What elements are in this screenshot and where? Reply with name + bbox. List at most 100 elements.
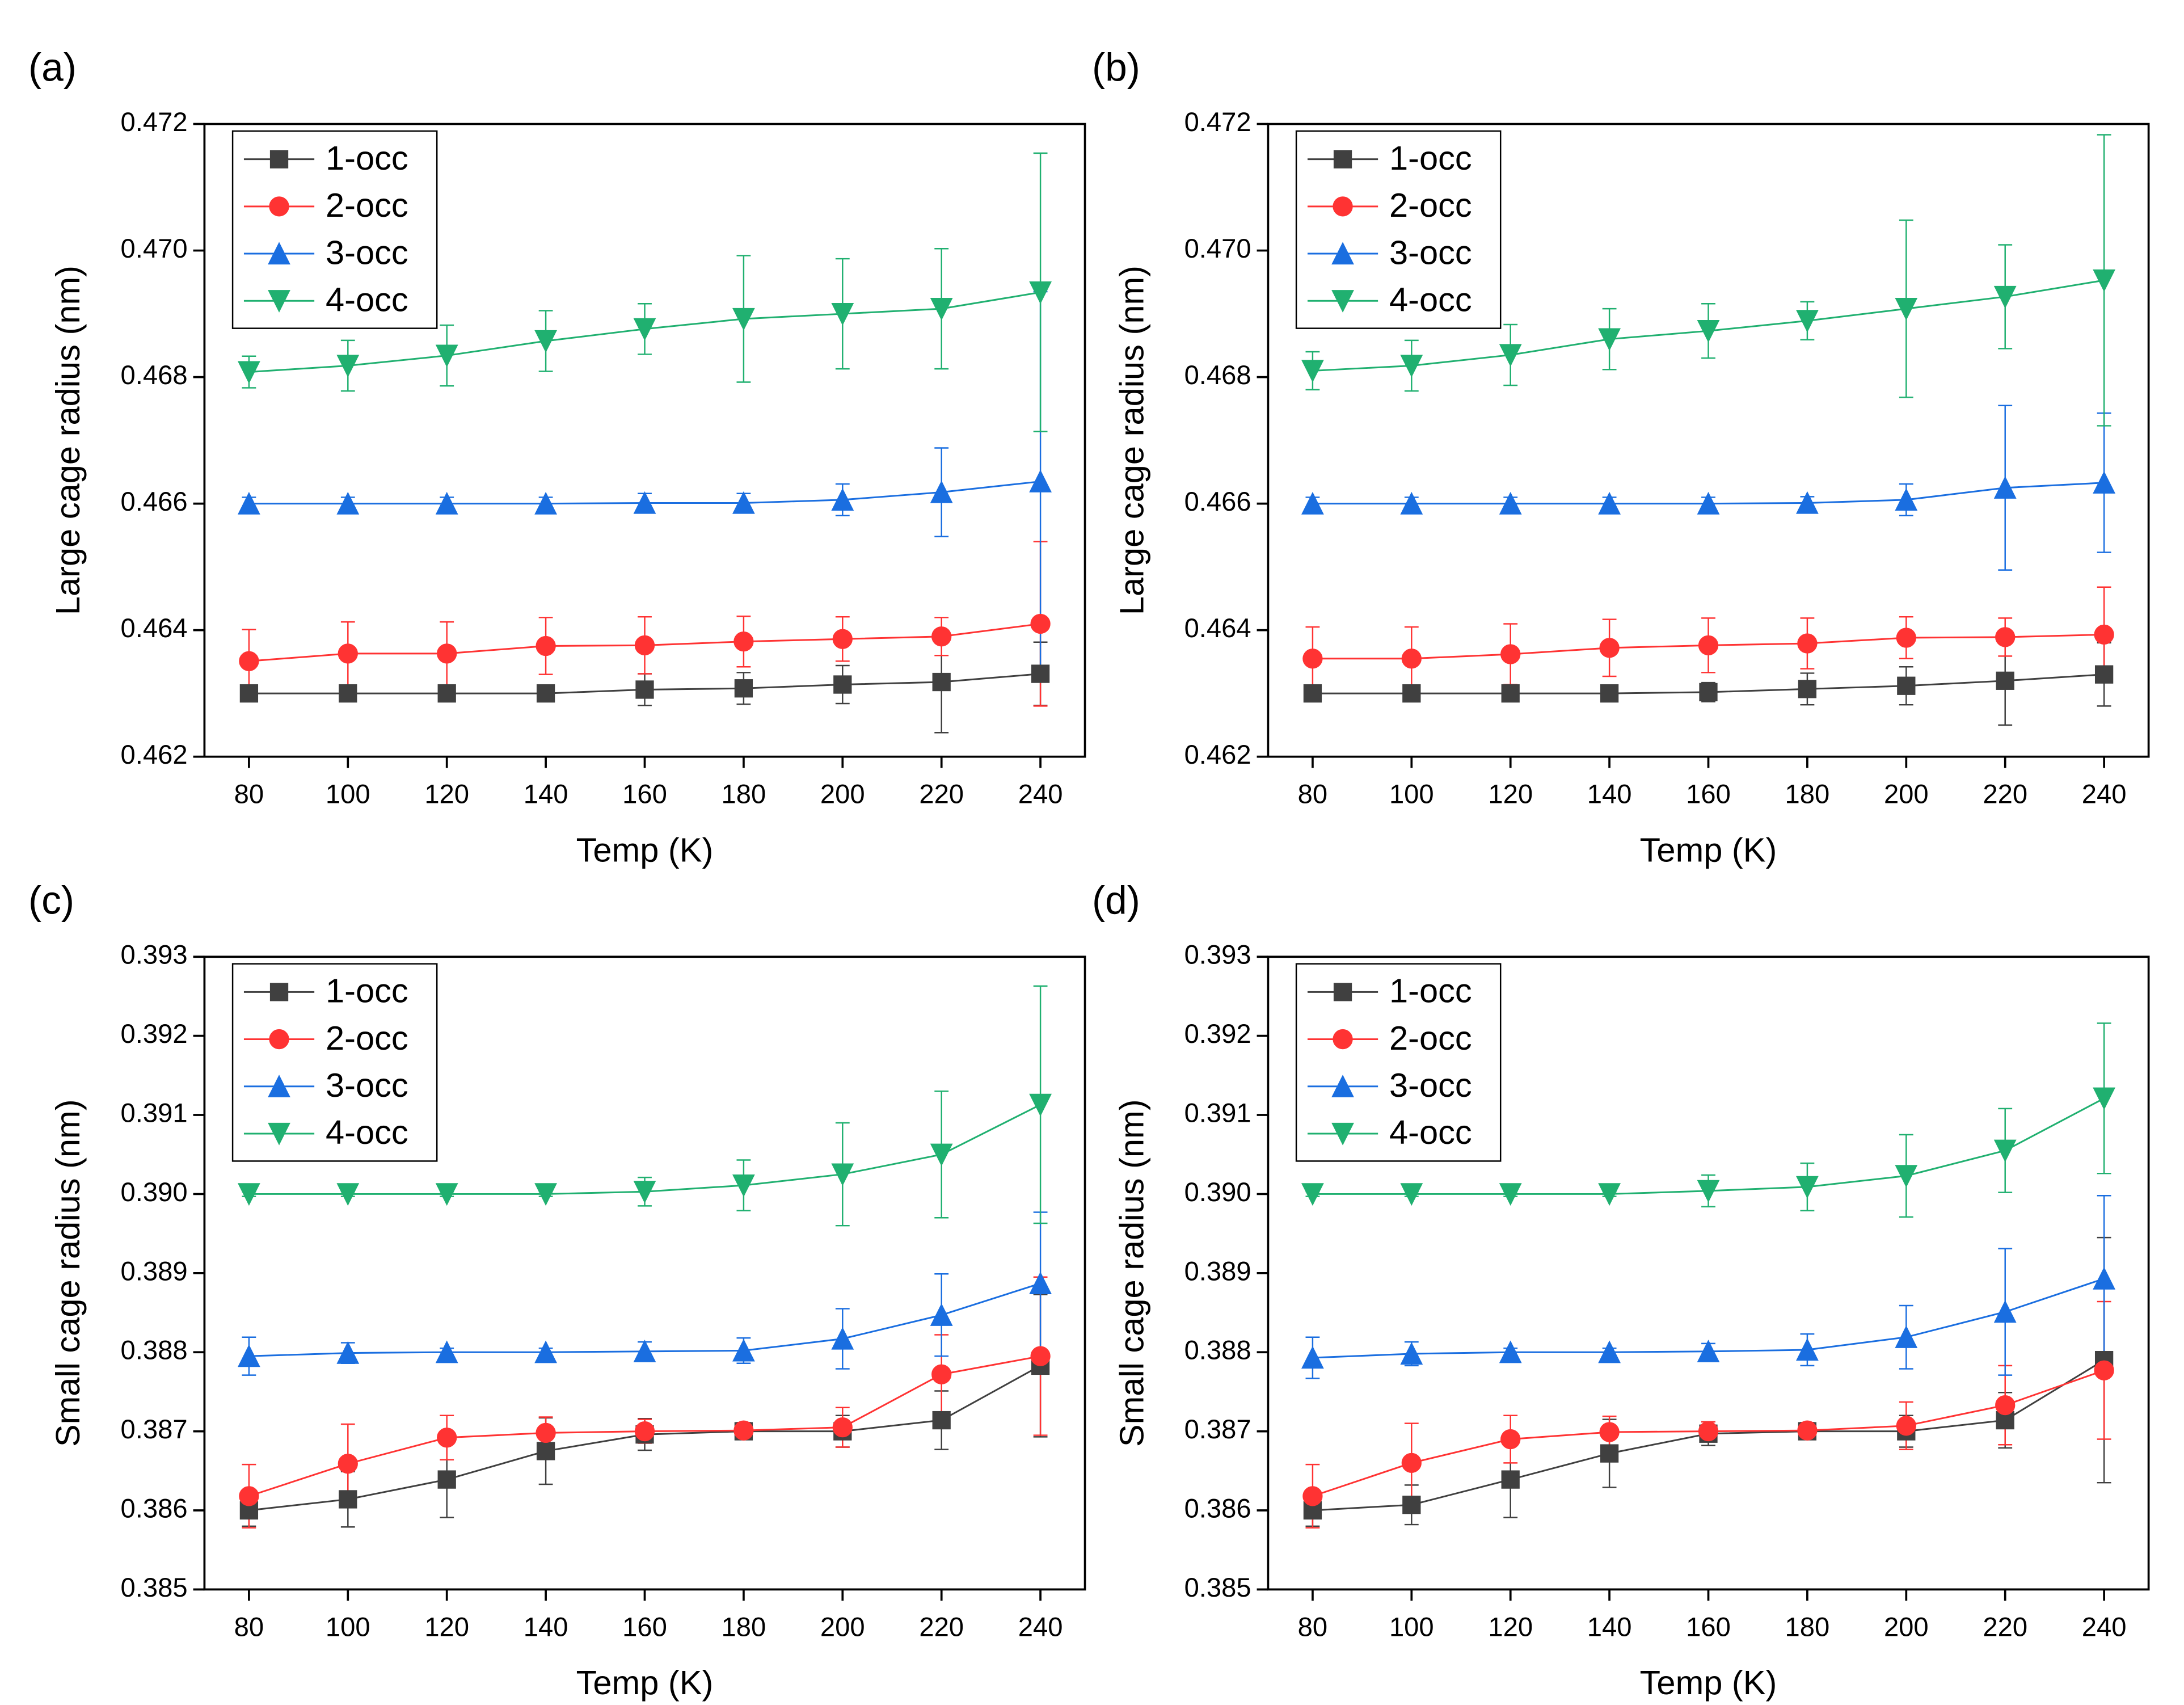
- data-point: [1400, 491, 1423, 515]
- data-point: [931, 626, 952, 647]
- y-tick-label: 0.385: [1184, 1572, 1251, 1602]
- data-point: [1400, 355, 1423, 378]
- x-tick-label: 140: [1587, 1611, 1632, 1641]
- data-point: [1895, 298, 1918, 321]
- legend-label: 1-occ: [326, 139, 408, 177]
- plot-frame: [203, 955, 1086, 1591]
- data-point: [2094, 665, 2114, 684]
- y-tick-label: 0.468: [1184, 360, 1251, 390]
- x-tick-label: 240: [2082, 779, 2127, 809]
- data-point: [1031, 664, 1050, 683]
- legend-marker: [1331, 290, 1354, 313]
- data-point: [1501, 1470, 1520, 1489]
- legend-label: 1-occ: [1389, 972, 1472, 1010]
- x-tick-label: 120: [1488, 1611, 1533, 1641]
- data-point: [1499, 1183, 1522, 1206]
- data-point: [1993, 285, 2017, 309]
- data-point: [238, 361, 260, 384]
- legend-label: 3-occ: [326, 233, 408, 271]
- data-point: [931, 1364, 952, 1384]
- data-point: [339, 1490, 357, 1509]
- data-point: [634, 635, 655, 656]
- y-tick-label: 0.386: [121, 1493, 188, 1523]
- data-point: [339, 684, 357, 703]
- data-point: [1301, 1183, 1324, 1206]
- data-point: [1400, 1342, 1423, 1365]
- data-point: [1796, 310, 1819, 332]
- x-tick-label: 240: [2082, 1611, 2127, 1641]
- x-tick-label: 100: [1389, 1611, 1434, 1641]
- data-point: [1598, 1183, 1621, 1206]
- plot-frame: [1267, 123, 2150, 758]
- panel-label: (a): [28, 45, 77, 90]
- x-tick-label: 100: [326, 779, 370, 809]
- data-point: [238, 491, 260, 515]
- legend-marker: [1331, 242, 1354, 265]
- data-point: [734, 679, 753, 698]
- data-point: [1402, 684, 1421, 703]
- data-point: [1598, 1340, 1621, 1363]
- data-point: [2093, 1087, 2116, 1110]
- data-point: [1796, 1338, 1819, 1361]
- y-tick-label: 0.389: [1184, 1256, 1251, 1286]
- x-tick-label: 120: [1488, 779, 1533, 809]
- data-point: [732, 1174, 755, 1197]
- data-point: [634, 1421, 655, 1442]
- data-point: [1896, 1416, 1916, 1436]
- data-point: [1797, 1420, 1818, 1441]
- data-point: [633, 318, 656, 341]
- x-tick-label: 160: [622, 1611, 667, 1641]
- legend-label: 2-occ: [1389, 1019, 1472, 1057]
- legend-label: 2-occ: [326, 186, 408, 224]
- y-tick-label: 0.464: [1184, 613, 1251, 643]
- data-point: [1698, 635, 1719, 656]
- legend-marker: [1333, 196, 1353, 217]
- y-tick-label: 0.390: [121, 1177, 188, 1207]
- x-tick-label: 80: [234, 779, 264, 809]
- data-point: [833, 675, 852, 694]
- data-point: [336, 1183, 360, 1206]
- data-point: [435, 344, 458, 368]
- data-point: [336, 1341, 360, 1364]
- x-tick-label: 140: [524, 779, 568, 809]
- data-point: [435, 1340, 458, 1363]
- legend-marker: [269, 150, 289, 169]
- data-point: [930, 298, 953, 321]
- x-tick-label: 220: [1983, 779, 2027, 809]
- data-point: [1301, 491, 1324, 515]
- data-point: [1599, 1422, 1620, 1442]
- x-tick-label: 120: [424, 1611, 469, 1641]
- data-point: [238, 1344, 260, 1367]
- data-point: [733, 1420, 754, 1441]
- x-axis-label: Temp (K): [576, 831, 714, 869]
- legend-label: 1-occ: [1389, 139, 1472, 177]
- data-point: [338, 1454, 358, 1474]
- data-point: [534, 1340, 557, 1363]
- data-point: [732, 308, 755, 331]
- x-tick-label: 160: [1686, 779, 1731, 809]
- x-tick-label: 240: [1018, 1611, 1063, 1641]
- data-point: [1302, 649, 1323, 669]
- data-point: [536, 635, 556, 656]
- legend-marker: [1333, 150, 1352, 169]
- x-tick-label: 140: [524, 1611, 568, 1641]
- data-point: [2093, 1266, 2116, 1290]
- data-point: [1796, 1176, 1819, 1199]
- data-point: [1993, 1139, 2017, 1163]
- legend-marker: [269, 1029, 289, 1050]
- data-point: [1030, 613, 1051, 634]
- y-tick-label: 0.391: [1184, 1098, 1251, 1128]
- data-point: [1697, 491, 1720, 515]
- y-axis-label: Small cage radius (nm): [49, 1099, 87, 1447]
- y-tick-label: 0.472: [1184, 107, 1251, 137]
- data-point: [437, 684, 456, 703]
- x-axis-label: Temp (K): [1640, 831, 1777, 869]
- panel-label: (d): [1092, 878, 1140, 922]
- legend-box: [1295, 963, 1502, 1162]
- plot-frame: [203, 123, 1086, 758]
- y-tick-label: 0.387: [1184, 1414, 1251, 1444]
- data-point: [930, 1303, 953, 1326]
- data-point: [733, 632, 754, 652]
- y-tick-label: 0.462: [121, 739, 188, 769]
